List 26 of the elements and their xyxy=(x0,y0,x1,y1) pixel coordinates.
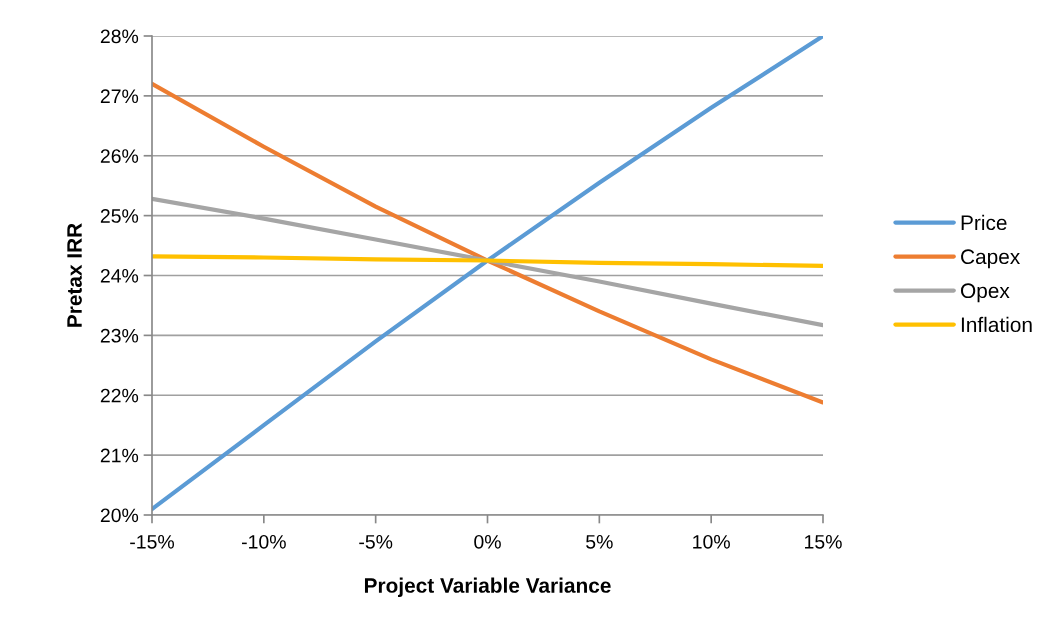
y-tick-label: 28% xyxy=(100,29,139,44)
x-axis-title: Project Variable Variance xyxy=(364,577,611,597)
y-tick-label: 21% xyxy=(100,448,139,463)
y-axis-title: Pretax IRR xyxy=(67,223,82,327)
legend-label: Price xyxy=(961,214,1007,231)
y-tick-label: 26% xyxy=(100,149,139,163)
legend-label: Capex xyxy=(961,249,1021,269)
x-tick-label: -15% xyxy=(130,535,175,549)
line-series xyxy=(152,81,823,405)
legend-label: Opex xyxy=(961,283,1010,303)
legend-label: Inflation xyxy=(961,316,1032,333)
y-tick-label: 23% xyxy=(100,328,139,343)
x-tick-label: -5% xyxy=(359,535,393,549)
x-tick-label: 0% xyxy=(474,534,501,549)
x-tick-label: 15% xyxy=(805,535,842,549)
line-series xyxy=(152,36,823,512)
x-tick-label: 10% xyxy=(693,534,730,549)
line-series xyxy=(152,196,823,328)
x-tick-label: -10% xyxy=(242,534,286,549)
y-tick-label: 22% xyxy=(100,388,139,403)
y-tick-label: 25% xyxy=(100,209,139,223)
y-tick-label: 20% xyxy=(100,508,139,523)
line-series xyxy=(152,254,823,269)
y-tick-label: 27% xyxy=(100,89,139,104)
y-tick-label: 24% xyxy=(100,268,139,283)
x-tick-label: 5% xyxy=(586,535,613,549)
